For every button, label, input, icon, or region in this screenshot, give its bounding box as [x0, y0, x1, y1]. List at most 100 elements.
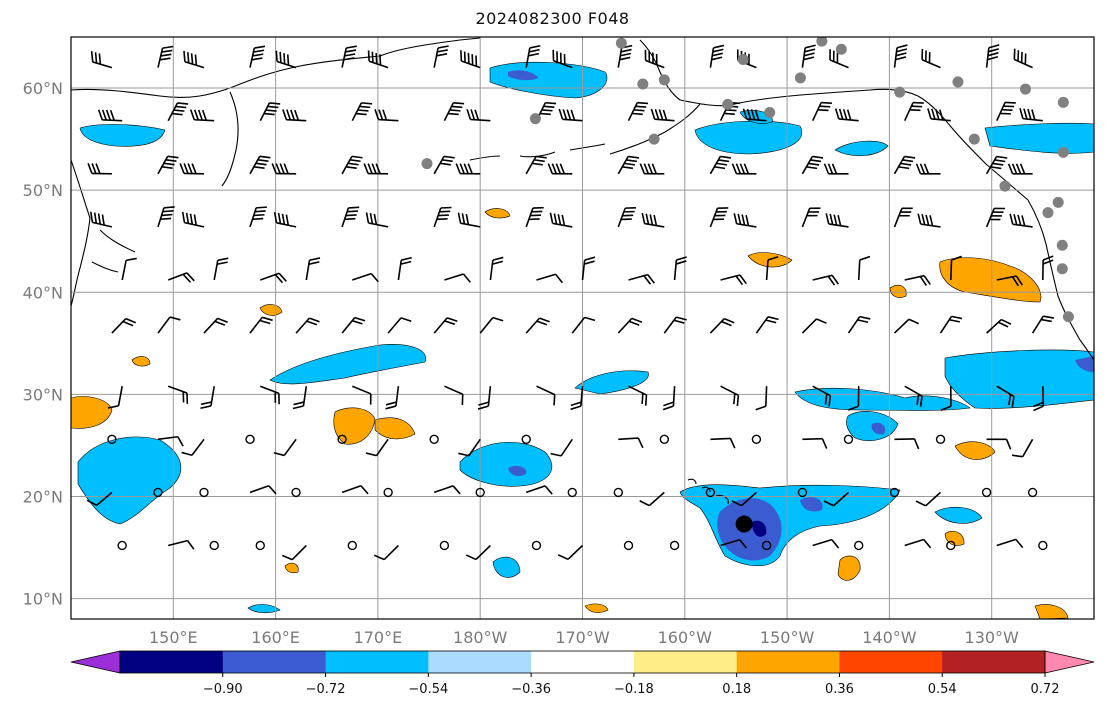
wind-barb: [581, 256, 596, 281]
lat-label-3: 40°N: [23, 283, 63, 302]
field-blue-westpac-sub: [77, 436, 182, 525]
colorbar-label-8: 0.72: [1031, 682, 1060, 697]
wind-barb: [709, 155, 732, 175]
calm-circle: [705, 487, 716, 498]
wind-barb: [249, 484, 277, 495]
wind-barb: [812, 274, 840, 286]
wind-barb: [904, 274, 931, 286]
station-dot-19: [1052, 196, 1064, 208]
wind-barb: [617, 207, 636, 228]
colorbar-label-5: 0.18: [722, 682, 751, 697]
wind-barb: [720, 538, 748, 549]
wind-barb: [812, 385, 832, 407]
calm-circle: [429, 434, 439, 444]
lat-label-1: 20°N: [23, 487, 63, 506]
calm-circle: [889, 487, 900, 498]
station-dot-11: [835, 43, 847, 55]
wind-barb: [157, 316, 181, 334]
wind-barb: [341, 316, 366, 334]
wind-barb: [985, 44, 1000, 68]
field-orange-sub-east: [954, 441, 996, 460]
wind-barb: [940, 386, 952, 411]
wind-barb: [765, 255, 779, 281]
field-blue-canada: [984, 122, 1094, 154]
field-midblue-cyclone-east: [800, 497, 823, 512]
wind-barb: [203, 317, 228, 334]
wind-barb: [443, 102, 465, 122]
field-blue-gulf-alaska: [694, 120, 803, 155]
calm-circle: [567, 487, 577, 498]
field-orange-westcoast: [71, 396, 113, 429]
colorbar-label-2: −0.54: [408, 682, 448, 697]
wind-barb: [731, 163, 757, 175]
wind-barb: [755, 386, 768, 411]
wind-barb: [433, 155, 455, 175]
station-dots: [421, 37, 1074, 323]
wind-barb: [458, 438, 481, 457]
wind-barb: [550, 438, 573, 457]
wind-barb: [1042, 255, 1054, 281]
wind-barb: [720, 274, 747, 286]
station-dot-6: [722, 98, 734, 110]
wind-barb: [904, 385, 923, 407]
longitude-labels: 150°E 160°E 170°E 180°W 170°W 160°W 150°W 140°W…: [149, 628, 1019, 647]
wind-barb: [825, 213, 849, 228]
calm-circle: [245, 434, 255, 444]
station-dot-7: [737, 53, 749, 65]
coast-kamchatka: [71, 55, 381, 98]
latitude-labels: 10°N 20°N 30°N 40°N 50°N 60°N: [23, 79, 63, 609]
wind-barb: [341, 485, 369, 495]
wind-barb: [549, 212, 573, 228]
wind-barb: [915, 163, 941, 175]
wind-barb: [709, 44, 725, 68]
wind-barb: [628, 385, 648, 406]
field-blue-midlat-west: [269, 344, 427, 385]
wind-barb: [617, 317, 643, 334]
map-title: 2024082300 F048: [475, 9, 630, 28]
colorbar-segment-3: [428, 651, 532, 673]
calm-circle: [521, 434, 531, 444]
lon-label-5: 160°W: [658, 628, 713, 647]
wind-barb: [305, 257, 321, 281]
wind-barb: [525, 206, 544, 228]
wind-barb: [893, 155, 916, 175]
wind-barb: [477, 386, 492, 410]
station-dot-8: [764, 107, 776, 119]
calm-circle: [107, 434, 117, 444]
wind-barb: [90, 51, 113, 69]
station-dot-2: [615, 37, 627, 49]
wind-barb: [249, 316, 273, 334]
field-orange-small-2: [259, 304, 283, 316]
wind-barb: [733, 213, 757, 228]
colorbar-segment-7: [839, 651, 943, 673]
coast-alaska-peninsula: [609, 103, 701, 155]
wind-barb: [1033, 386, 1045, 412]
station-dot-4: [648, 133, 660, 145]
wind-barb: [157, 45, 174, 68]
station-dot-20: [1042, 207, 1054, 219]
wind-barb: [249, 45, 266, 68]
gridlines: [71, 37, 1094, 619]
wind-barb: [433, 317, 458, 334]
wind-barb: [639, 491, 665, 507]
wind-barb: [525, 44, 541, 68]
calm-circle: [854, 540, 864, 551]
calm-circle: [623, 540, 634, 551]
calm-circle: [981, 487, 992, 498]
wind-barb: [89, 211, 113, 228]
coast-aleutians: [469, 143, 606, 161]
calm-circle: [946, 540, 956, 551]
wind-barb: [367, 50, 389, 69]
wind-barb: [639, 163, 665, 175]
wind-barb: [460, 50, 481, 69]
field-orange-small-3: [131, 356, 151, 367]
wind-barb: [939, 315, 963, 334]
colorbar-label-7: 0.54: [928, 682, 957, 697]
field-blue-south-west: [247, 604, 281, 614]
station-dot-0: [421, 158, 433, 170]
wind-barb: [742, 108, 767, 122]
wind-barb: [996, 538, 1024, 549]
wind-barb: [893, 207, 913, 228]
wind-barb: [181, 438, 205, 457]
wind-barb: [525, 317, 550, 334]
